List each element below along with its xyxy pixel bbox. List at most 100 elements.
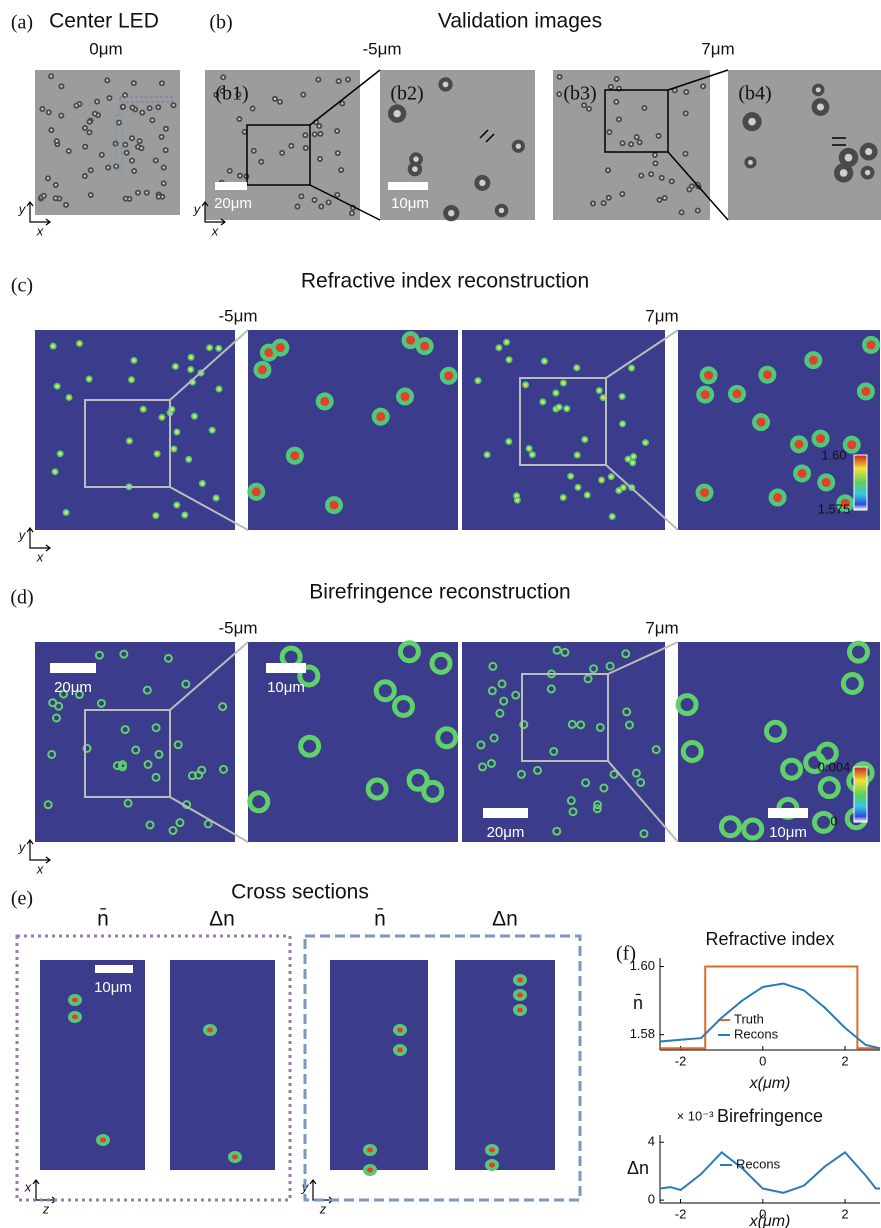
bead-core — [507, 440, 511, 444]
bead-center — [748, 118, 756, 126]
bead-center — [845, 154, 853, 162]
bead-core — [174, 365, 178, 369]
bead-core — [485, 453, 489, 457]
panel-label: (d) — [10, 587, 33, 609]
panel-label: (a) — [11, 12, 33, 34]
bead-core — [183, 513, 187, 517]
bead-center — [68, 150, 70, 152]
scale-bar — [266, 663, 306, 673]
bead-core — [505, 341, 509, 345]
bead-core — [601, 396, 605, 400]
bead-center — [133, 82, 135, 84]
bead-center — [658, 199, 660, 201]
bead-core — [290, 451, 299, 460]
bead-core — [517, 978, 523, 983]
bead-center — [106, 79, 108, 81]
bead-center — [165, 128, 167, 130]
bead-center — [413, 156, 418, 161]
panel-label: (e) — [11, 888, 33, 910]
bead-core — [847, 440, 856, 449]
depth-label: -5μm — [218, 618, 257, 637]
bead-core — [276, 343, 285, 352]
bead-center — [88, 121, 90, 123]
bead-center — [318, 125, 320, 127]
bead-center — [479, 180, 485, 186]
bead-core — [517, 993, 523, 998]
bead-core — [620, 395, 624, 399]
panel-title: Birefringence reconstruction — [309, 581, 570, 604]
axis-letter: y — [193, 201, 202, 216]
bead-core — [631, 461, 635, 465]
bead-core — [72, 1015, 78, 1020]
bead-core — [795, 440, 804, 449]
bead-center — [499, 208, 504, 213]
panel-title: Validation images — [438, 10, 602, 33]
panel-title: Cross sections — [231, 881, 369, 904]
bead-center — [251, 107, 253, 109]
bead-core — [773, 493, 782, 502]
bead-core — [576, 486, 580, 490]
bead-center — [160, 136, 162, 138]
bead-center — [108, 97, 110, 99]
bead-center — [654, 162, 656, 164]
figure: (a)Center LED0μm(b)Validation images-5μm… — [0, 0, 881, 1228]
bead-core — [160, 416, 164, 420]
bead-core — [87, 377, 91, 381]
bead-core — [516, 498, 520, 502]
bead-core — [867, 340, 876, 349]
column-label: n̄ — [97, 907, 109, 930]
bead-center — [615, 78, 617, 80]
bead-center — [684, 112, 686, 114]
bead-center — [615, 101, 617, 103]
bead-center — [55, 184, 57, 186]
bead-center — [702, 85, 704, 87]
bead-core — [130, 378, 134, 382]
bead-core — [217, 347, 221, 351]
bead-core — [78, 342, 82, 346]
bead-center — [592, 202, 594, 204]
bead-center — [688, 188, 690, 190]
legend-label: Recons — [734, 1026, 779, 1041]
bead-core — [732, 389, 741, 398]
bead-core — [489, 1148, 495, 1153]
bead-center — [607, 169, 609, 171]
bead-core — [562, 381, 566, 385]
depth-label: -5μm — [362, 39, 401, 58]
bead-center — [90, 194, 92, 196]
bead-center — [341, 102, 343, 104]
bead-center — [65, 204, 67, 206]
bead-center — [516, 144, 521, 149]
axis-letter: x — [36, 549, 44, 564]
bead-center — [636, 136, 638, 138]
bead-center — [816, 87, 821, 92]
bead-center — [138, 140, 140, 142]
multiplier: × 10⁻³ — [677, 1108, 715, 1123]
bead-center — [305, 147, 307, 149]
subpanel-label: (b2) — [390, 83, 423, 105]
bead-center — [602, 202, 604, 204]
bead-center — [319, 133, 321, 135]
bead-core — [141, 407, 145, 411]
bead-core — [822, 478, 831, 487]
bead-center — [643, 107, 645, 109]
bead-center — [84, 146, 86, 148]
bead-core — [320, 397, 329, 406]
scale-bar — [215, 182, 247, 190]
bead-center — [158, 196, 160, 198]
bead-core — [232, 1155, 238, 1160]
bead-center — [621, 142, 623, 144]
bead-core — [610, 515, 614, 519]
bead-center — [558, 93, 560, 95]
bead-core — [798, 469, 807, 478]
bead-core — [609, 475, 613, 479]
bead-core — [700, 488, 709, 497]
bead-center — [347, 78, 349, 80]
bead-core — [576, 453, 580, 457]
bead-core — [517, 1008, 523, 1013]
bead-core — [67, 396, 71, 400]
x-tick-label: 2 — [841, 1053, 848, 1068]
bead-core — [210, 428, 214, 432]
bead-center — [60, 85, 62, 87]
bead-core — [622, 486, 626, 490]
bead-center — [608, 197, 610, 199]
